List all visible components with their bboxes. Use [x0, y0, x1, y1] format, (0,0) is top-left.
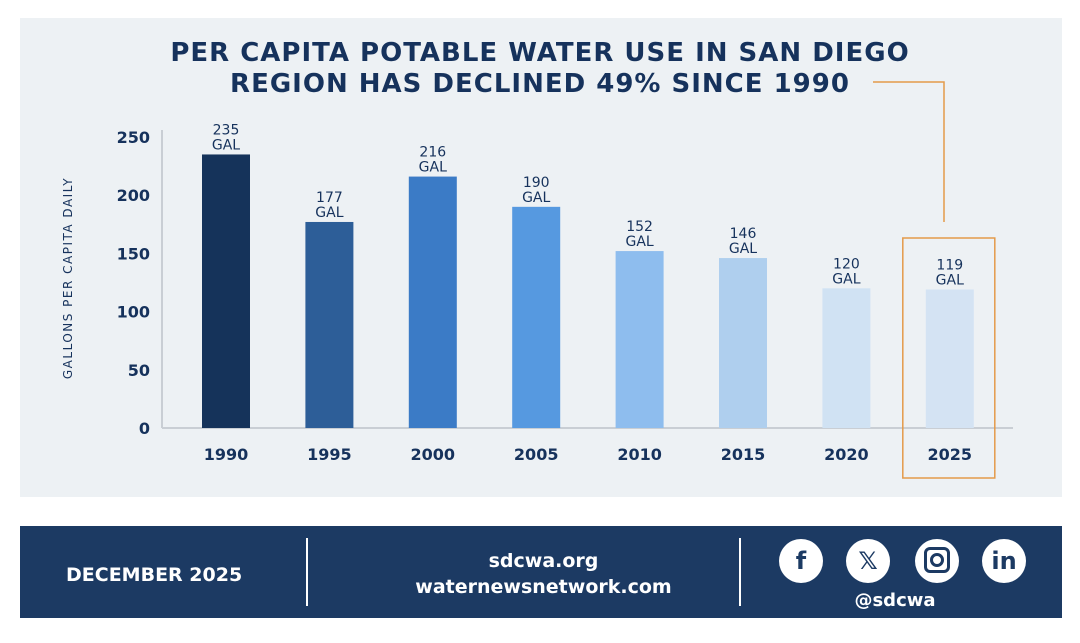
- highlight-box: [902, 237, 996, 479]
- bar-chart: 0 50 100 150 200 250 GALLONS PER CAPITA DAILY 2…: [61, 81, 1013, 479]
- link-sdcwa[interactable]: sdcwa.org: [488, 550, 599, 572]
- data-label-unit: GAL: [522, 190, 550, 206]
- y-tick-label: 50: [128, 361, 150, 380]
- footer-links: sdcwa.org waternewsnetwork.com: [327, 548, 760, 600]
- bar-2005: [512, 206, 561, 428]
- data-label-unit: GAL: [729, 241, 757, 257]
- data-label-unit: GAL: [315, 205, 343, 221]
- data-label-value: 177: [316, 190, 343, 206]
- chart-title: PER CAPITA POTABLE WATER USE IN SAN DIEG…: [0, 38, 1080, 100]
- y-tick-label: 0: [139, 419, 150, 438]
- x-tick-label: 2020: [824, 445, 869, 464]
- divider: [739, 538, 741, 606]
- instagram-icon[interactable]: [915, 539, 959, 583]
- y-tick-label: 250: [117, 128, 150, 147]
- y-axis-label: GALLONS PER CAPITA DAILY: [61, 177, 75, 379]
- data-label-value: 235: [213, 122, 240, 138]
- data-label-value: 216: [419, 145, 446, 161]
- x-tick-label: 2005: [514, 445, 559, 464]
- bar-2010: [615, 251, 664, 428]
- highlight-leader-line: [873, 81, 945, 222]
- x-tick-label: 2010: [617, 445, 662, 464]
- y-tick-label: 100: [117, 303, 150, 322]
- x-tick-label: 2015: [721, 445, 766, 464]
- social-handle: @sdcwa: [854, 590, 936, 611]
- data-label-unit: GAL: [419, 160, 447, 176]
- linkedin-icon[interactable]: in: [982, 539, 1026, 583]
- footer-date: DECEMBER 2025: [66, 564, 243, 586]
- data-label-value: 119: [936, 257, 963, 273]
- divider: [306, 538, 308, 606]
- x-icon[interactable]: 𝕏: [846, 539, 890, 583]
- bar-2000: [408, 176, 457, 428]
- y-tick-label: 200: [117, 186, 150, 205]
- data-label-value: 190: [523, 175, 550, 191]
- data-label-value: 146: [730, 226, 757, 242]
- data-label-value: 152: [626, 219, 653, 235]
- x-tick-label: 1995: [307, 445, 352, 464]
- footer: DECEMBER 2025 sdcwa.org waternewsnetwork…: [20, 526, 1062, 618]
- data-label-unit: GAL: [625, 234, 653, 250]
- bar-2020: [822, 288, 871, 428]
- bar-1995: [305, 221, 354, 428]
- data-label-unit: GAL: [212, 137, 240, 153]
- bar-2025: [925, 289, 974, 428]
- x-tick-label: 1990: [204, 445, 249, 464]
- bar-1990: [202, 154, 250, 428]
- y-tick-label: 150: [117, 244, 150, 263]
- title-line-2: REGION HAS DECLINED 49% SINCE 1990: [230, 69, 850, 99]
- x-tick-label: 2025: [928, 445, 973, 464]
- data-label-unit: GAL: [936, 272, 964, 288]
- title-line-1: PER CAPITA POTABLE WATER USE IN SAN DIEG…: [170, 38, 910, 68]
- data-label-value: 120: [833, 256, 860, 272]
- x-tick-label: 2000: [411, 445, 456, 464]
- data-label-unit: GAL: [832, 271, 860, 287]
- facebook-icon[interactable]: f: [779, 539, 823, 583]
- bar-2015: [719, 258, 767, 428]
- link-waternewsnetwork[interactable]: waternewsnetwork.com: [415, 576, 672, 598]
